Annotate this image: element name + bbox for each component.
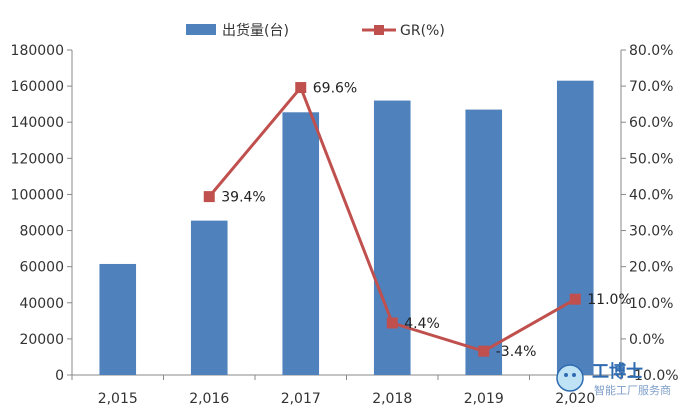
y-right-tick-label: -10.0% <box>629 368 679 384</box>
y-left-tick-label: 20000 <box>19 332 64 348</box>
y-right-tick-label: 30.0% <box>629 224 673 240</box>
growth-marker <box>203 191 215 203</box>
y-left-tick-label: 40000 <box>19 296 64 312</box>
y-right-tick-label: 40.0% <box>629 187 673 203</box>
growth-data-label: 11.0% <box>587 292 631 308</box>
legend-marker-growth <box>374 25 384 35</box>
data-labels: 39.4% 69.6% 4.4% -3.4% 11.0% <box>221 81 631 361</box>
bar <box>556 80 594 375</box>
growth-data-label: 39.4% <box>221 190 265 206</box>
legend: 出货量(台) GR(%) <box>186 22 445 39</box>
mascot-eye-icon <box>564 373 568 377</box>
axes: 0 20000 40000 60000 80000 100000 120000 140000 1… <box>11 43 679 407</box>
y-left-tick-label: 80000 <box>19 224 64 240</box>
growth-marker <box>386 317 398 329</box>
x-tick-label: 2,018 <box>372 391 412 407</box>
y-right-tick-label: 10.0% <box>629 296 673 312</box>
bar <box>282 112 320 376</box>
x-tick-label: 2,017 <box>281 391 321 407</box>
bar <box>99 263 137 375</box>
growth-marker <box>295 82 307 94</box>
y-right-tick-label: 50.0% <box>629 151 673 167</box>
growth-marker <box>478 345 490 357</box>
y-right-tick-label: 0.0% <box>629 332 665 348</box>
growth-data-label: 69.6% <box>313 81 357 97</box>
watermark-title: 工博士 <box>592 361 643 382</box>
growth-data-label: -3.4% <box>496 344 537 360</box>
x-tick-label: 2,015 <box>98 391 138 407</box>
y-left-tick-label: 60000 <box>19 260 64 276</box>
y-right-tick-label: 20.0% <box>629 260 673 276</box>
legend-swatch-shipments <box>186 24 216 35</box>
x-tick-label: 2,016 <box>189 391 229 407</box>
bar-series <box>99 80 594 376</box>
watermark-subtitle: 智能工厂服务商 <box>594 383 671 397</box>
y-left-tick-label: 100000 <box>11 187 64 203</box>
y-right-tick-label: 70.0% <box>629 79 673 95</box>
y-left-tick-label: 120000 <box>11 151 64 167</box>
y-left-tick-label: 140000 <box>11 115 64 131</box>
growth-marker <box>569 293 581 305</box>
watermark-logo: 工博士 智能工厂服务商 <box>556 361 671 397</box>
bar <box>190 220 228 375</box>
growth-data-label: 4.4% <box>404 316 440 332</box>
legend-label-growth: GR(%) <box>400 23 445 39</box>
bar <box>373 100 411 376</box>
y-left-tick-label: 160000 <box>11 79 64 95</box>
y-right-tick-label: 80.0% <box>629 43 673 59</box>
x-tick-label: 2,020 <box>555 391 595 407</box>
line-series <box>203 82 581 357</box>
y-left-tick-label: 0 <box>55 368 64 384</box>
legend-label-shipments: 出货量(台) <box>222 22 289 39</box>
mascot-eye-icon <box>572 373 576 377</box>
y-right-tick-label: 60.0% <box>629 115 673 131</box>
mascot-icon <box>556 364 584 392</box>
y-left-tick-label: 180000 <box>11 43 64 59</box>
x-tick-label: 2,019 <box>464 391 504 407</box>
bar <box>465 109 503 375</box>
